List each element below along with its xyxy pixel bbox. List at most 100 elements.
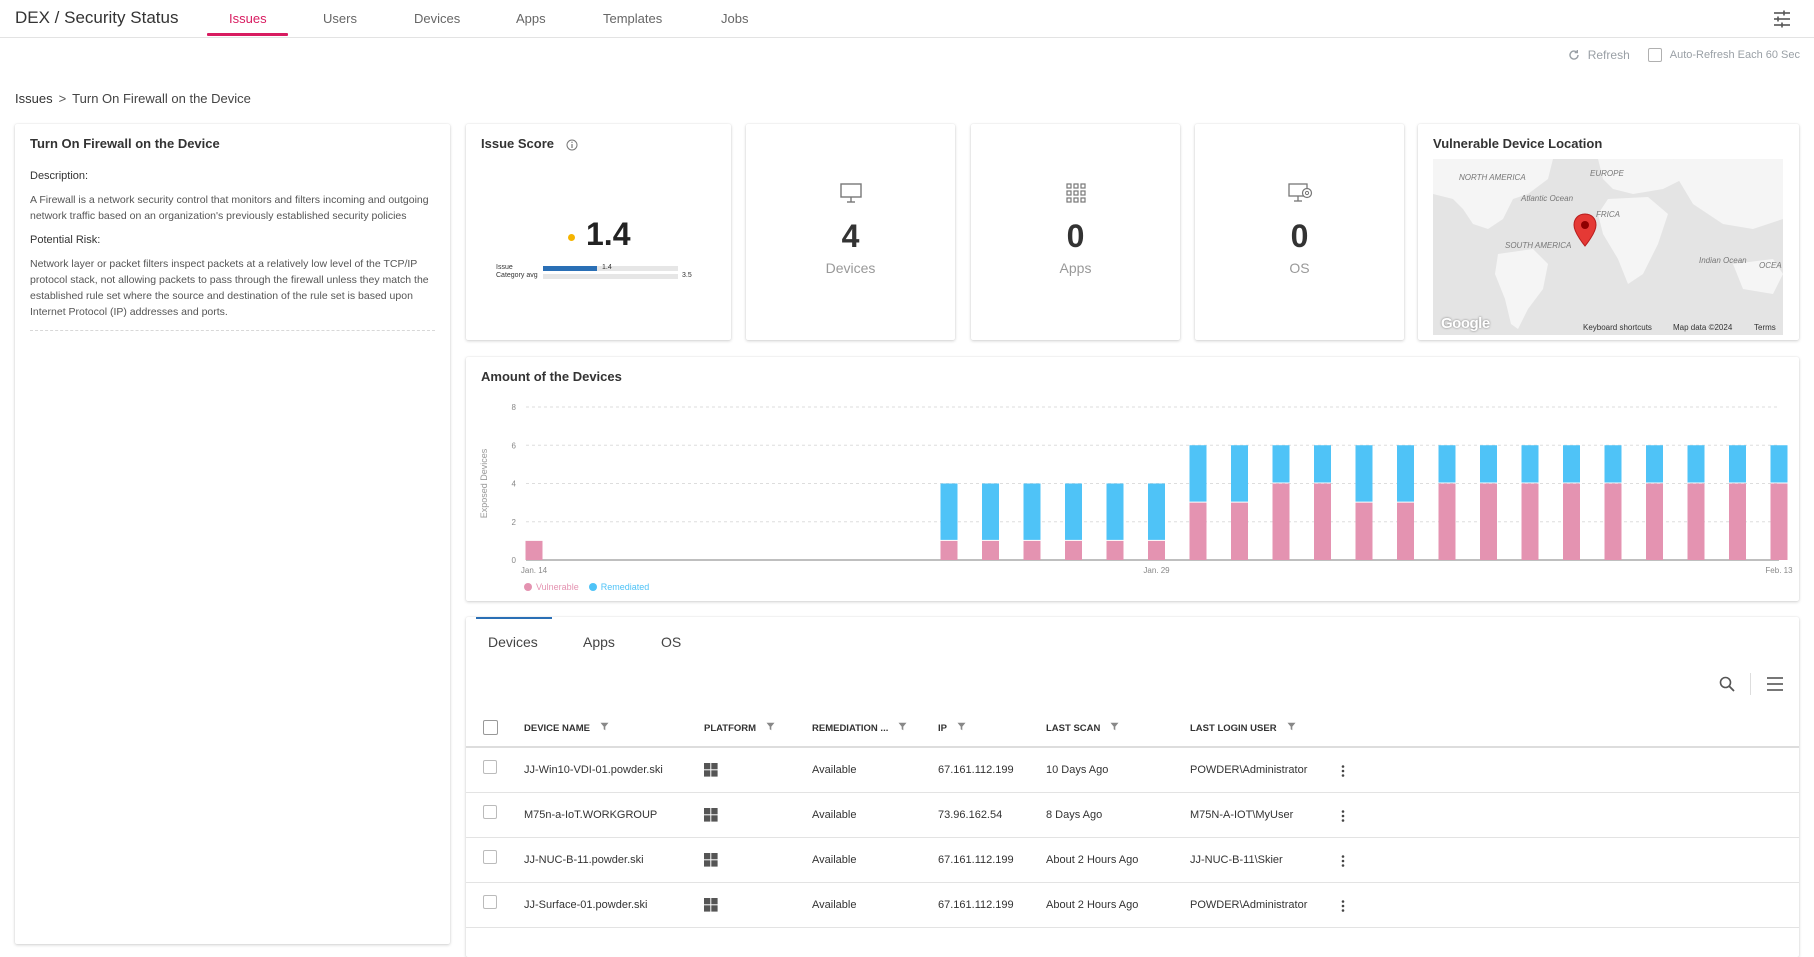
nav-tab-devices[interactable]: Devices	[414, 11, 461, 26]
bar-vulnerable	[1563, 483, 1580, 560]
chart-title: Amount of the Devices	[481, 369, 622, 384]
settings-sliders-icon[interactable]	[1772, 9, 1792, 29]
apps-label: Apps	[1059, 260, 1092, 276]
row-actions-kebab-icon[interactable]	[1341, 764, 1345, 782]
refresh-controls: Refresh Auto-Refresh Each 60 Sec	[1568, 48, 1800, 62]
y-axis-label: Exposed Devices	[479, 448, 489, 518]
column-header-last-login-user[interactable]: LAST LOGIN USER	[1190, 722, 1296, 734]
filter-icon[interactable]	[1287, 722, 1296, 734]
legend-label-vulnerable: Vulnerable	[536, 582, 579, 592]
devices-label: Devices	[825, 260, 876, 276]
os-count: 0	[1290, 218, 1309, 254]
nav-tab-templates[interactable]: Templates	[603, 11, 663, 26]
last-login-user-cell: POWDER\Administrator	[1190, 899, 1308, 911]
remediation-cell: Available	[812, 809, 857, 821]
last-scan-cell: About 2 Hours Ago	[1046, 854, 1139, 866]
filter-icon[interactable]	[600, 722, 609, 734]
windows-icon	[704, 853, 718, 872]
bar-remediated	[1604, 445, 1622, 483]
map-label-ocea: OCEA	[1759, 261, 1782, 270]
breadcrumb-issues-link[interactable]: Issues	[15, 91, 53, 106]
map-title: Vulnerable Device Location	[1433, 136, 1603, 151]
tab-devices[interactable]: Devices	[488, 634, 538, 650]
auto-refresh-checkbox[interactable]	[1647, 48, 1662, 62]
row-checkbox[interactable]	[483, 850, 497, 864]
column-header-ip[interactable]: IP	[938, 722, 966, 734]
nav-tab-users[interactable]: Users	[323, 11, 357, 26]
bar-remediated	[1770, 445, 1788, 483]
bar-vulnerable	[1397, 502, 1414, 560]
nav-tab-jobs[interactable]: Jobs	[721, 11, 749, 26]
keyboard-shortcuts-link[interactable]: Keyboard shortcuts	[1583, 323, 1652, 332]
row-checkbox[interactable]	[483, 805, 497, 819]
table-row[interactable]: JJ-NUC-B-11.powder.ski Available 67.161.…	[466, 838, 1799, 883]
bar-vulnerable	[982, 540, 999, 560]
terms-link[interactable]: Terms	[1754, 323, 1776, 332]
row-checkbox[interactable]	[483, 760, 497, 774]
legend-item-remediated[interactable]: Remediated	[588, 582, 649, 592]
menu-icon[interactable]	[1765, 675, 1785, 693]
table-row[interactable]: JJ-Win10-VDI-01.powder.ski Available 67.…	[466, 748, 1799, 793]
apps-stat-card[interactable]: 0 Apps	[971, 124, 1180, 340]
table-row[interactable]: M75n-a-IoT.WORKGROUP Available 73.96.162…	[466, 793, 1799, 838]
info-icon[interactable]	[566, 139, 578, 151]
bar-remediated	[1687, 445, 1705, 483]
device-name-cell[interactable]: JJ-Surface-01.powder.ski	[524, 899, 648, 911]
tab-os[interactable]: OS	[661, 634, 682, 650]
ip-cell: 67.161.112.199	[938, 899, 1014, 911]
column-header-device-name[interactable]: DEVICE NAME	[524, 722, 609, 734]
issue-bar-fill	[543, 266, 597, 271]
column-header-last-scan[interactable]: LAST SCAN	[1046, 722, 1119, 734]
bar-vulnerable	[1106, 540, 1124, 560]
row-actions-kebab-icon[interactable]	[1341, 854, 1345, 872]
tab-active-indicator	[476, 617, 552, 619]
legend-dot-remediated	[588, 583, 597, 591]
bar-vulnerable	[1480, 483, 1497, 560]
google-logo: Google	[1441, 315, 1490, 332]
device-name-cell[interactable]: M75n-a-IoT.WORKGROUP	[524, 809, 658, 821]
row-actions-kebab-icon[interactable]	[1341, 899, 1345, 917]
device-name-cell[interactable]: JJ-NUC-B-11.powder.ski	[524, 854, 644, 866]
map-marker-pin-icon[interactable]	[1573, 213, 1597, 247]
breadcrumb: Issues > Turn On Firewall on the Device	[15, 91, 251, 106]
column-header-remediation[interactable]: REMEDIATION ...	[812, 722, 907, 734]
devices-stat-card[interactable]: 4 Devices	[746, 124, 955, 340]
y-tick-label: 8	[512, 403, 517, 412]
device-name-cell[interactable]: JJ-Win10-VDI-01.powder.ski	[524, 764, 663, 776]
issue-bar-value: 1.4	[602, 264, 612, 271]
map-label-indian-ocean: Indian Ocean	[1699, 256, 1747, 265]
description-text: A Firewall is a network security control…	[30, 194, 429, 222]
filter-icon[interactable]	[957, 722, 966, 734]
bar-remediated	[982, 483, 999, 540]
issue-title: Turn On Firewall on the Device	[30, 136, 220, 151]
bar-vulnerable	[1438, 483, 1456, 560]
refresh-button[interactable]: Refresh	[1568, 48, 1630, 62]
row-actions-kebab-icon[interactable]	[1341, 809, 1345, 827]
bar-remediated	[1023, 483, 1041, 540]
nav-tab-issues[interactable]: Issues	[229, 11, 267, 26]
last-login-user-cell: POWDER\Administrator	[1190, 764, 1308, 776]
filter-icon[interactable]	[1110, 722, 1119, 734]
search-icon[interactable]	[1718, 675, 1736, 693]
filter-icon[interactable]	[898, 722, 907, 734]
table-row[interactable]: JJ-Surface-01.powder.ski Available 67.16…	[466, 883, 1799, 928]
map-label-europe: EUROPE	[1590, 169, 1624, 178]
filter-icon[interactable]	[766, 722, 775, 734]
nav-tab-apps[interactable]: Apps	[516, 11, 546, 26]
bar-vulnerable	[525, 540, 543, 560]
world-map[interactable]: NORTH AMERICA EUROPE Atlantic Ocean FRIC…	[1433, 159, 1783, 335]
bar-remediated	[1355, 445, 1373, 502]
os-stat-card[interactable]: 0 OS	[1195, 124, 1404, 340]
amount-of-devices-chart-card: Amount of the Devices Exposed Devices 0 2 4…	[466, 357, 1799, 601]
last-scan-cell: About 2 Hours Ago	[1046, 899, 1139, 911]
tab-apps[interactable]: Apps	[583, 634, 615, 650]
column-label: PLATFORM	[704, 722, 757, 734]
select-all-checkbox[interactable]	[483, 720, 498, 735]
column-header-platform[interactable]: PLATFORM	[704, 722, 775, 734]
row-checkbox[interactable]	[483, 895, 497, 909]
legend-dot-vulnerable	[524, 583, 532, 591]
bar-remediated	[1563, 445, 1580, 483]
legend-item-vulnerable[interactable]: Vulnerable	[524, 582, 579, 592]
windows-icon	[704, 808, 718, 827]
last-scan-cell: 8 Days Ago	[1046, 809, 1103, 821]
